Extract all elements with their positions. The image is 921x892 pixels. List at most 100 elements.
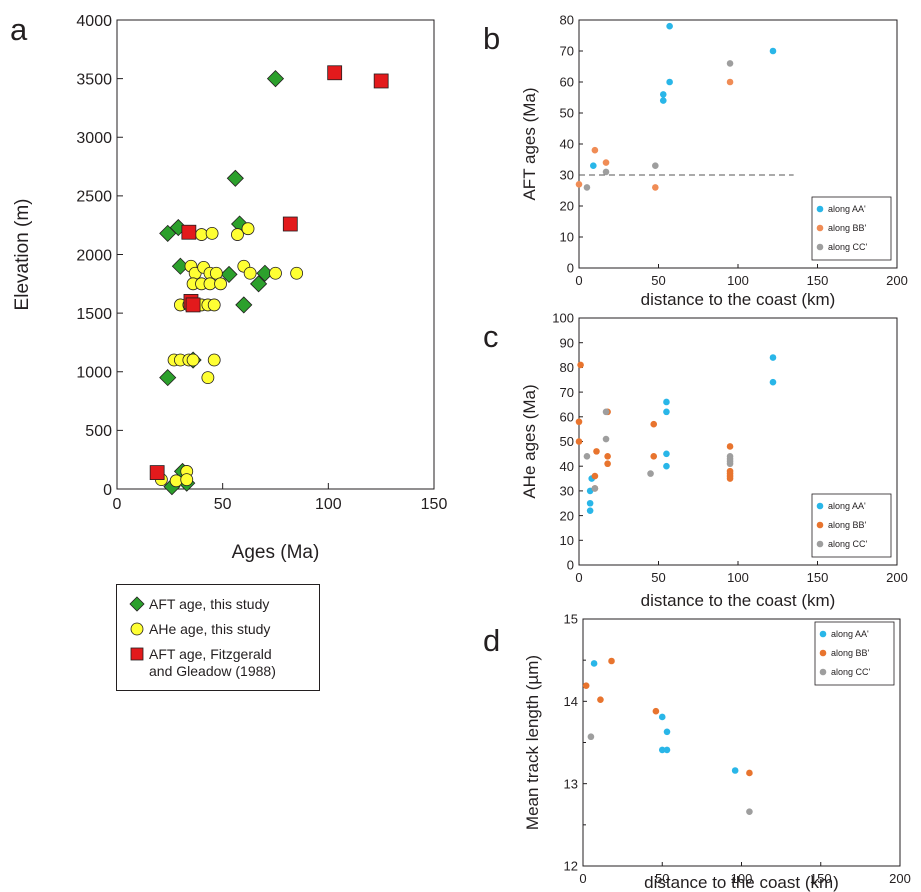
legend-marker — [816, 540, 824, 548]
panel-d-chart: 0 50 100 150 200 12 13 14 15 distance to the coas… — [483, 612, 911, 892]
x-tick-label: 150 — [810, 871, 832, 886]
panel-a-chart: 0 50 100 1500500100015002000250030003500400… — [10, 12, 447, 563]
x-tick-label: 150 — [807, 570, 829, 585]
x-tick-label: 150 — [421, 496, 448, 513]
data-point-along-aa — [731, 767, 739, 774]
data-point-ahe-age-this-study — [201, 371, 215, 385]
data-point-along-bb — [608, 657, 615, 665]
y-axis-label: Elevation (m) — [12, 199, 33, 311]
x-axis-label: distance to the coast (km) — [641, 591, 836, 610]
y-tick-label: 80 — [560, 13, 574, 28]
data-point-along-cc — [652, 162, 659, 169]
data-point-along-cc — [587, 733, 595, 741]
panel-a-legend: AFT age, this study AHe age, this study … — [116, 584, 320, 691]
data-point-along-aa — [586, 507, 594, 514]
x-tick-label: 0 — [575, 570, 582, 585]
data-point-along-aa — [586, 499, 594, 507]
data-point-along-aa — [663, 728, 671, 736]
data-point-along-bb — [577, 361, 584, 369]
legend-label: along AA' — [828, 501, 866, 511]
y-tick-label: 1500 — [76, 306, 112, 323]
data-point-along-bb — [575, 181, 583, 188]
y-tick-label: 90 — [560, 335, 574, 350]
data-point-along-bb — [652, 184, 659, 191]
legend-marker — [816, 205, 824, 213]
data-point-aft-age-this-study — [159, 369, 177, 387]
data-point-ahe-age-this-study — [214, 277, 227, 291]
y-tick-label: 60 — [560, 409, 574, 424]
y-tick-label: 2000 — [76, 247, 112, 264]
data-point-aft-age-fitzgerald-and-gleadow-1988 — [185, 297, 201, 313]
data-point-along-bb — [604, 453, 611, 460]
data-point-ahe-age-this-study — [186, 353, 200, 367]
legend-marker — [816, 502, 824, 510]
data-point-aft-age-this-study — [235, 296, 253, 314]
data-point-along-aa — [666, 22, 673, 30]
legend-marker — [816, 243, 824, 251]
x-tick-label: 50 — [651, 273, 665, 288]
y-tick-label: 10 — [560, 533, 574, 548]
y-axis-label: Mean track length (µm) — [523, 655, 542, 830]
x-tick-label: 0 — [575, 273, 582, 288]
data-point-along-cc — [746, 808, 753, 815]
data-point-along-cc — [591, 485, 599, 492]
legend-label: along AA' — [828, 204, 866, 214]
data-point-aft-age-fitzgerald-and-gleadow-1988 — [149, 465, 165, 480]
data-point-ahe-age-this-study — [243, 266, 257, 280]
panel-label: d — [483, 623, 500, 658]
x-axis-label: distance to the coast (km) — [644, 873, 839, 892]
y-tick-label: 40 — [560, 137, 574, 152]
legend-label: along BB' — [831, 648, 870, 658]
data-point-along-aa — [663, 408, 670, 416]
panel-label: a — [10, 12, 28, 47]
legend-box — [814, 621, 895, 686]
y-tick-label: 4000 — [76, 13, 112, 30]
x-axis-label: distance to the coast (km) — [641, 290, 836, 309]
data-point-aft-age-this-study — [250, 275, 268, 293]
y-tick-label: 2500 — [76, 189, 112, 206]
legend-marker — [819, 630, 827, 638]
y-tick-label: 40 — [560, 459, 574, 474]
data-point-aft-age-this-study — [266, 70, 285, 88]
data-point-along-aa — [659, 97, 667, 104]
y-tick-label: 0 — [103, 482, 112, 499]
data-point-along-bb — [575, 418, 583, 426]
data-point-along-aa — [658, 713, 666, 721]
data-point-along-bb — [650, 420, 658, 428]
y-tick-label: 15 — [564, 612, 578, 627]
red-square-marker-icon — [130, 647, 144, 661]
legend-label: AFT age, this study — [149, 596, 270, 612]
green-diamond-marker-icon — [129, 596, 145, 612]
data-point-along-bb — [602, 159, 610, 166]
data-point-along-aa — [769, 354, 777, 361]
y-axis-label: AHe ages (Ma) — [520, 384, 539, 498]
data-point-aft-age-fitzgerald-and-gleadow-1988 — [282, 216, 298, 232]
x-tick-label: 50 — [214, 496, 232, 513]
data-point-along-bb — [575, 438, 583, 445]
legend-marker — [819, 668, 827, 676]
data-point-along-cc — [726, 460, 734, 468]
y-tick-label: 80 — [560, 360, 574, 375]
data-point-along-bb — [591, 146, 599, 154]
data-point-along-aa — [666, 78, 673, 86]
x-tick-label: 200 — [886, 570, 908, 585]
data-point-ahe-age-this-study — [241, 222, 255, 236]
data-point-along-cc — [602, 408, 610, 416]
data-point-along-bb — [652, 707, 660, 715]
data-point-along-aa — [659, 91, 667, 98]
y-tick-label: 100 — [552, 311, 574, 326]
data-point-ahe-age-this-study — [180, 473, 194, 487]
y-tick-label: 0 — [567, 558, 574, 573]
panel-b-chart: 0 50 100 150 200 0 10 20 30 40 50 60 70 80 distance to… — [483, 13, 908, 309]
legend-marker — [819, 649, 827, 657]
data-point-along-aa — [663, 398, 670, 406]
data-point-along-cc — [583, 453, 591, 460]
legend-label: AFT age, Fitzgerald and Gleadow (1988) — [149, 646, 276, 679]
y-tick-label: 13 — [564, 776, 578, 791]
data-point-along-bb — [726, 475, 734, 482]
legend-marker — [816, 224, 824, 232]
data-point-along-aa — [663, 746, 671, 754]
data-point-along-bb — [604, 460, 611, 468]
data-point-along-cc — [726, 60, 734, 67]
y-tick-label: 12 — [564, 859, 578, 874]
